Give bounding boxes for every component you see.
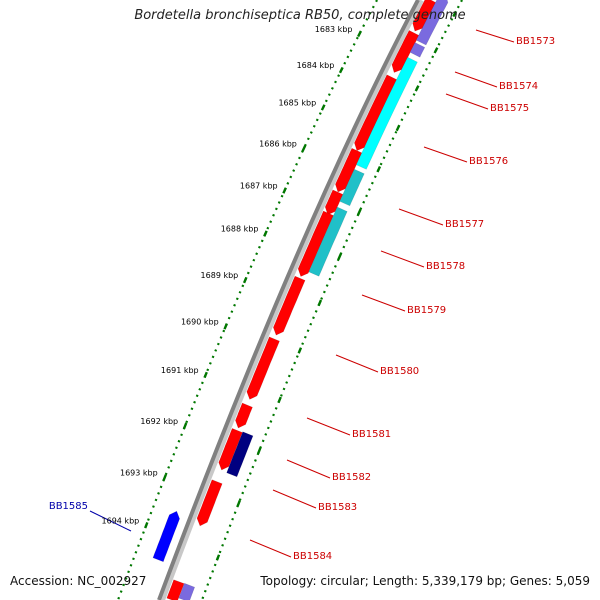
gene-dark <box>226 431 254 478</box>
leader-line-bb1575 <box>445 93 489 110</box>
inner-ruler-tick <box>376 166 382 173</box>
inner-ruler-tick <box>277 396 282 404</box>
inner-ruler-tick <box>395 124 401 132</box>
gene-purple <box>415 0 449 46</box>
backbone-shadow <box>159 0 424 600</box>
inner-ruler-tick <box>356 208 362 216</box>
inner-ruler-tick <box>297 347 303 354</box>
gene-label-bb1573: BB1573 <box>516 36 555 47</box>
gene-bb1584 <box>196 479 223 527</box>
label-leader-lines <box>89 29 515 558</box>
ruler-major-tick <box>162 474 167 481</box>
gene-cyan <box>355 56 418 170</box>
gene-bb1579 <box>297 210 334 277</box>
leader-line-bb1577 <box>398 208 444 226</box>
ruler-major-tick <box>338 66 344 74</box>
ruler-tick-label: 1689 kbp <box>201 271 239 280</box>
gene-label-bb1574: BB1574 <box>499 81 538 92</box>
ruler-major-tick <box>242 276 248 284</box>
gene-fragment <box>166 579 185 600</box>
gene-label-bb1578: BB1578 <box>426 261 465 272</box>
map-title: Bordetella bronchiseptica RB50, complete… <box>134 8 466 23</box>
inner-ruler-tick <box>257 447 262 455</box>
gene-label-bb1585: BB1585 <box>49 501 88 512</box>
ruler-tick-label: 1687 kbp <box>240 181 278 190</box>
ruler-tick-label: 1694 kbp <box>102 516 140 525</box>
inner-ruler-tick <box>452 10 458 18</box>
ruler-tick-label: 1684 kbp <box>297 61 335 70</box>
ruler-major-tick <box>357 30 362 38</box>
ruler-tick-label: 1683 kbp <box>315 25 353 34</box>
leader-line-bb1584 <box>249 539 292 558</box>
gene-teal <box>339 168 365 207</box>
gene-bb1581 <box>246 336 280 400</box>
gene-label-bb1581: BB1581 <box>352 429 391 440</box>
accession-text: Accession: NC_002927 <box>10 574 147 588</box>
leader-line-bb1574 <box>454 71 498 88</box>
gene-label-bb1582: BB1582 <box>332 472 371 483</box>
leader-line-bb1573 <box>475 29 515 43</box>
inner-ruler-tick <box>433 47 439 54</box>
gene-label-bb1579: BB1579 <box>407 305 446 316</box>
inner-ruler-tick <box>236 500 241 507</box>
ruler-tick-label: 1686 kbp <box>259 139 297 148</box>
leader-line-bb1576 <box>423 146 468 163</box>
leader-line-bb1581 <box>306 417 351 436</box>
leader-line-bb1578 <box>380 250 425 268</box>
gene-teal-2 <box>308 206 348 277</box>
ruler-major-tick <box>203 371 208 379</box>
inner-ruler-tick <box>215 554 221 561</box>
ruler-tick-label: 1688 kbp <box>221 225 259 234</box>
ruler-tick-label: 1692 kbp <box>140 417 178 426</box>
ruler-tick-label: 1690 kbp <box>181 317 219 326</box>
gene-features <box>152 0 449 600</box>
gene-bb1582 <box>235 402 253 429</box>
gene-label-bb1576: BB1576 <box>469 156 508 167</box>
leader-line-bb1585 <box>89 510 132 532</box>
ruler-major-tick <box>282 187 287 194</box>
genome-backbone <box>157 0 420 600</box>
gene-purple-fragment <box>178 582 196 600</box>
ruler-major-tick <box>320 104 326 111</box>
gene-purple-small <box>409 42 426 58</box>
gene-label-bb1575: BB1575 <box>490 103 529 114</box>
gene-label-bb1580: BB1580 <box>380 366 419 377</box>
gene-label-bb1577: BB1577 <box>445 219 484 230</box>
ruler-major-tick <box>182 422 188 429</box>
leader-line-bb1580 <box>335 354 379 373</box>
inner-ruler-tick <box>414 85 420 92</box>
ruler-major-tick <box>223 323 228 330</box>
gene-bb1583 <box>218 428 243 471</box>
map-labels: 1683 kbp 1684 kbp 1685 kbp 1686 kbp 1687 kbp… <box>49 25 555 562</box>
leader-line-bb1582 <box>286 459 331 479</box>
inner-ruler-tick <box>317 299 323 306</box>
leader-line-bb1579 <box>361 294 406 312</box>
ruler-tick-label: 1691 kbp <box>161 366 199 375</box>
ruler-major-tick <box>263 230 268 237</box>
ruler-ticks <box>116 0 463 600</box>
gene-bb1580 <box>272 275 306 336</box>
ruler-tick-label: 1685 kbp <box>278 98 316 107</box>
gene-label-bb1584: BB1584 <box>293 551 332 562</box>
gene-label-bb1583: BB1583 <box>318 502 357 513</box>
gene-bb1585 <box>152 510 180 563</box>
ruler-major-tick <box>301 145 307 152</box>
genome-summary: Topology: circular; Length: 5,339,179 bp… <box>260 574 590 588</box>
inner-ruler-tick <box>337 253 342 260</box>
leader-line-bb1583 <box>272 489 317 509</box>
ruler-major-tick <box>144 522 149 529</box>
ruler-tick-label: 1693 kbp <box>120 469 158 478</box>
